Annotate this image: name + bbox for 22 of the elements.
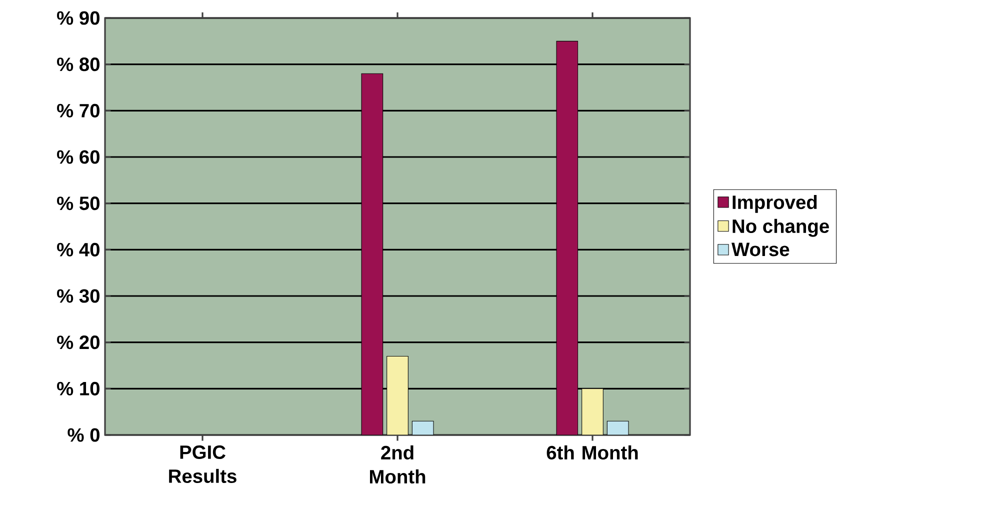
bar	[361, 73, 384, 435]
y-tick-label: % 70	[57, 104, 100, 118]
x-tick-label: 2nd Month	[370, 445, 426, 484]
legend-label: No change	[732, 218, 829, 237]
bar	[386, 356, 408, 435]
bar	[412, 420, 434, 435]
bar	[556, 40, 578, 435]
legend-label: Worse	[732, 242, 790, 256]
y-tick-label: % 30	[57, 289, 100, 303]
y-tick-label: % 60	[57, 150, 100, 164]
y-tick-label: % 40	[57, 242, 100, 256]
y-tick-label: % 50	[57, 196, 100, 210]
x-tick-label: 6th Month	[546, 445, 638, 460]
y-tick-label: % 20	[57, 336, 100, 350]
x-tick-label: PGIC Results	[169, 445, 236, 483]
bar	[606, 420, 629, 435]
legend-label: Improved	[732, 195, 817, 213]
bar	[582, 388, 604, 435]
y-tick-label: % 90	[57, 11, 100, 25]
y-tick-label: % 0	[68, 428, 100, 442]
y-tick-label: % 80	[57, 58, 100, 72]
y-tick-label: % 10	[57, 382, 100, 396]
